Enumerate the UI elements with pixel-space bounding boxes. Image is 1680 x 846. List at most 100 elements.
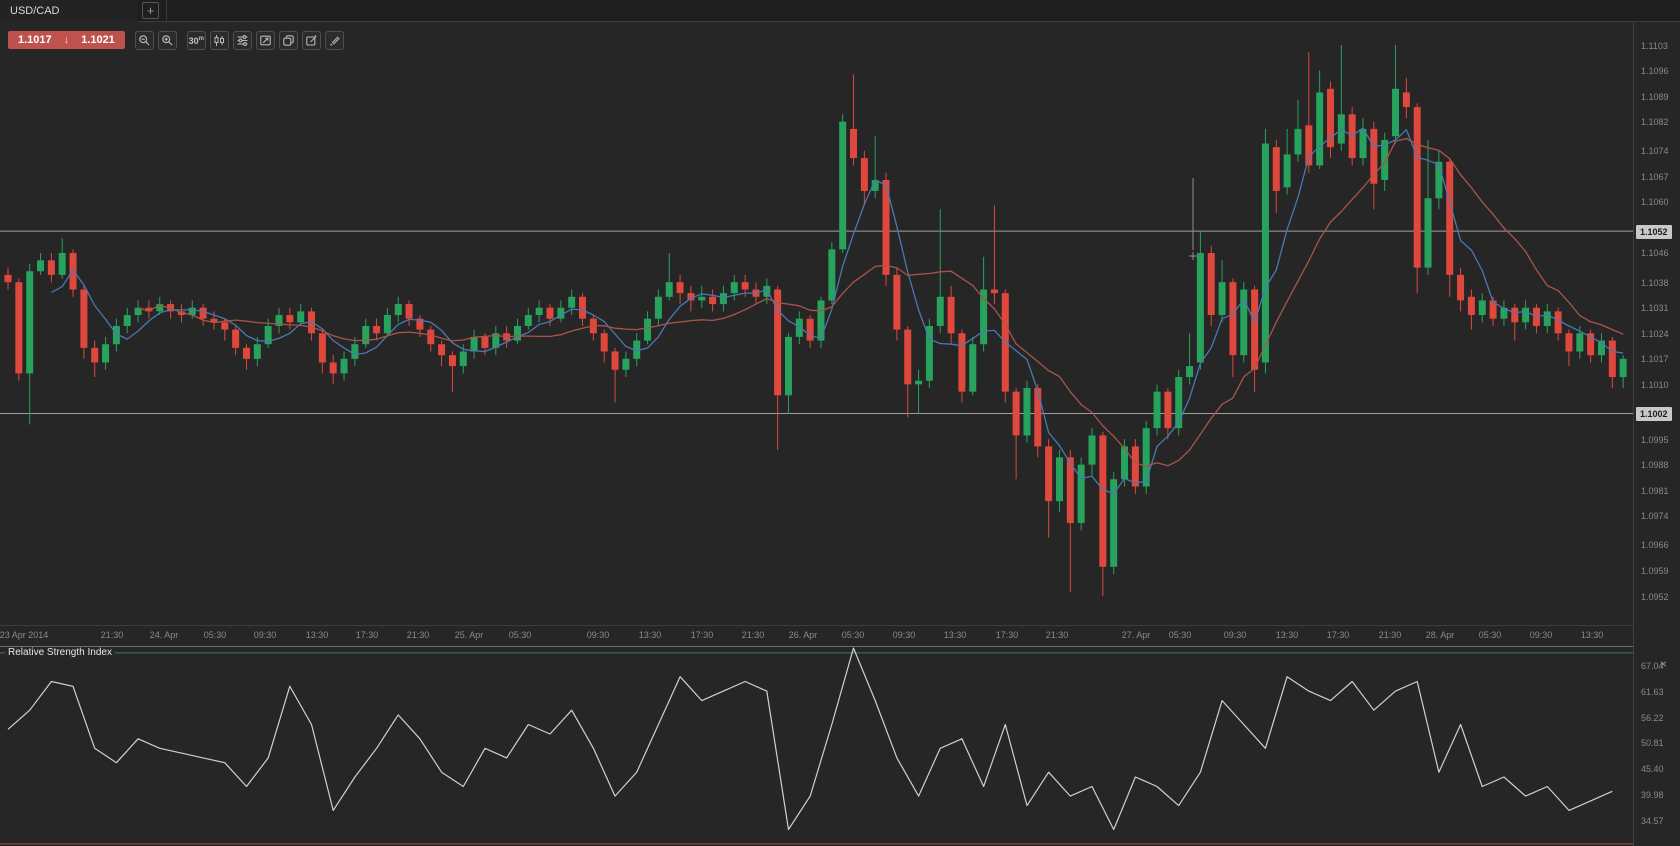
candle-body (58, 252, 66, 275)
candle-body (882, 180, 890, 275)
candle-body (492, 333, 500, 348)
candle-body (264, 325, 272, 345)
candle-body (513, 325, 521, 341)
price-axis-label: 1.1010 (1641, 379, 1669, 390)
price-axis-label: 1.1031 (1641, 303, 1669, 314)
price-axis-label: 1.1046 (1641, 248, 1669, 259)
rsi-axis-label: 56.22 (1641, 712, 1664, 723)
candle-body (633, 340, 641, 359)
ma-fast-line[interactable] (51, 127, 1624, 495)
chart-type-button[interactable] (209, 30, 229, 50)
candle-body (1424, 198, 1432, 268)
indicators-button[interactable] (232, 30, 252, 50)
candle-body (1023, 388, 1031, 436)
candle-body (1413, 107, 1421, 268)
price-axis-gutter[interactable]: × 1.1103 1.1096 1.1089 1.1082 1.1074 1.1067 1.… (1633, 22, 1680, 846)
time-axis-label: 21:30 (1378, 630, 1402, 640)
tab-usdcad[interactable]: USD/CAD (0, 0, 138, 22)
price-axis-label: 1.1024 (1641, 328, 1669, 339)
candle-body (915, 380, 923, 385)
time-axis-label: 21:30 (741, 630, 765, 640)
time-axis-label: 09:30 (253, 630, 277, 640)
candle-body (654, 296, 662, 319)
candle-body (557, 307, 565, 319)
rsi-axis-label: 34.57 (1641, 816, 1664, 826)
candle-body (546, 307, 554, 319)
candle-body (15, 282, 23, 374)
time-axis-label: 09:30 (586, 630, 610, 640)
rsi-pane[interactable]: Relative Strength Index (0, 646, 1633, 846)
zoom-out-button[interactable] (134, 30, 154, 50)
price-chart-pane[interactable] (0, 22, 1633, 625)
candle-body (102, 344, 110, 363)
quote-widget[interactable]: 1.1017 ↓ 1.1021 (8, 31, 125, 49)
price-axis-label: 1.1017 (1641, 354, 1669, 365)
ma-slow-line[interactable] (137, 137, 1624, 467)
draw-marker-button[interactable] (324, 30, 344, 50)
candle-body (242, 347, 250, 359)
time-axis-label: 09:30 (1223, 630, 1247, 640)
candle-body (1522, 307, 1530, 323)
candle-body (1012, 391, 1020, 436)
candle-body (1500, 307, 1508, 319)
candle-body (980, 289, 988, 345)
rsi-axis-label: 67.04 (1641, 661, 1664, 671)
time-axis-label: 13:30 (305, 630, 329, 640)
price-axis-label: 1.0966 (1641, 540, 1669, 551)
time-axis-label: 21:30 (100, 630, 124, 640)
rsi-line[interactable] (7, 647, 1613, 831)
edit-note-button[interactable] (301, 30, 321, 50)
link-charts-button[interactable] (278, 30, 298, 50)
candle-body (188, 307, 196, 316)
candle-body (665, 282, 673, 297)
copy-pages-icon (282, 34, 295, 47)
candle-body (1055, 457, 1063, 502)
sliders-icon (236, 34, 249, 47)
candle-body (297, 311, 305, 323)
candle-body (568, 296, 576, 308)
candle-body (969, 344, 977, 392)
zoom-in-button[interactable] (157, 30, 177, 50)
candle-body (698, 296, 706, 301)
candle-body (1381, 139, 1389, 181)
price-axis-label: 1.0952 (1641, 591, 1669, 602)
rsi-axis-label: 61.63 (1641, 686, 1664, 697)
candle-body (1240, 289, 1248, 356)
candle-body (1283, 154, 1291, 188)
candle-body (730, 282, 738, 294)
candle-body (990, 289, 998, 294)
close-indicator-button[interactable]: × (1660, 657, 1668, 671)
candle-body (1077, 464, 1085, 524)
candle-body (1478, 300, 1486, 316)
candle-body (1034, 388, 1042, 447)
time-axis-label: 27. Apr (1121, 630, 1151, 640)
candle-body (80, 289, 88, 348)
tab-bar: USD/CAD + (0, 0, 1680, 22)
candle-body (1511, 307, 1519, 323)
candlestick-icon (213, 34, 226, 47)
candle-body (644, 318, 652, 341)
candle-body (156, 304, 164, 312)
magnifier-plus-icon (161, 34, 174, 47)
candle-body (1446, 161, 1454, 275)
candle-body (1435, 161, 1443, 199)
price-axis-label: 1.0974 (1641, 511, 1669, 522)
candle-body (448, 355, 456, 367)
ask-price[interactable]: 1.1021 (81, 34, 115, 46)
candle-body (1392, 88, 1400, 137)
candle-body (123, 315, 131, 326)
new-tab-button[interactable]: + (142, 2, 159, 19)
time-axis-label: 28. Apr (1425, 630, 1455, 640)
time-axis[interactable]: 23 Apr 2014 21:30 24. Apr 05:30 09:30 13:30 17… (0, 625, 1633, 646)
bid-price[interactable]: 1.1017 (18, 34, 52, 46)
candle-body (850, 128, 858, 159)
candle-body (817, 300, 825, 341)
time-axis-label: 09:30 (1529, 630, 1553, 640)
timeframe-button[interactable]: 30m (186, 30, 206, 50)
box-arrow-icon (259, 34, 272, 47)
candlestick-chart[interactable] (0, 22, 1633, 625)
chart-mode-button[interactable] (255, 30, 275, 50)
time-axis-label: 05:30 (1478, 630, 1502, 640)
rsi-chart[interactable] (0, 647, 1633, 846)
candle-body (839, 121, 847, 250)
